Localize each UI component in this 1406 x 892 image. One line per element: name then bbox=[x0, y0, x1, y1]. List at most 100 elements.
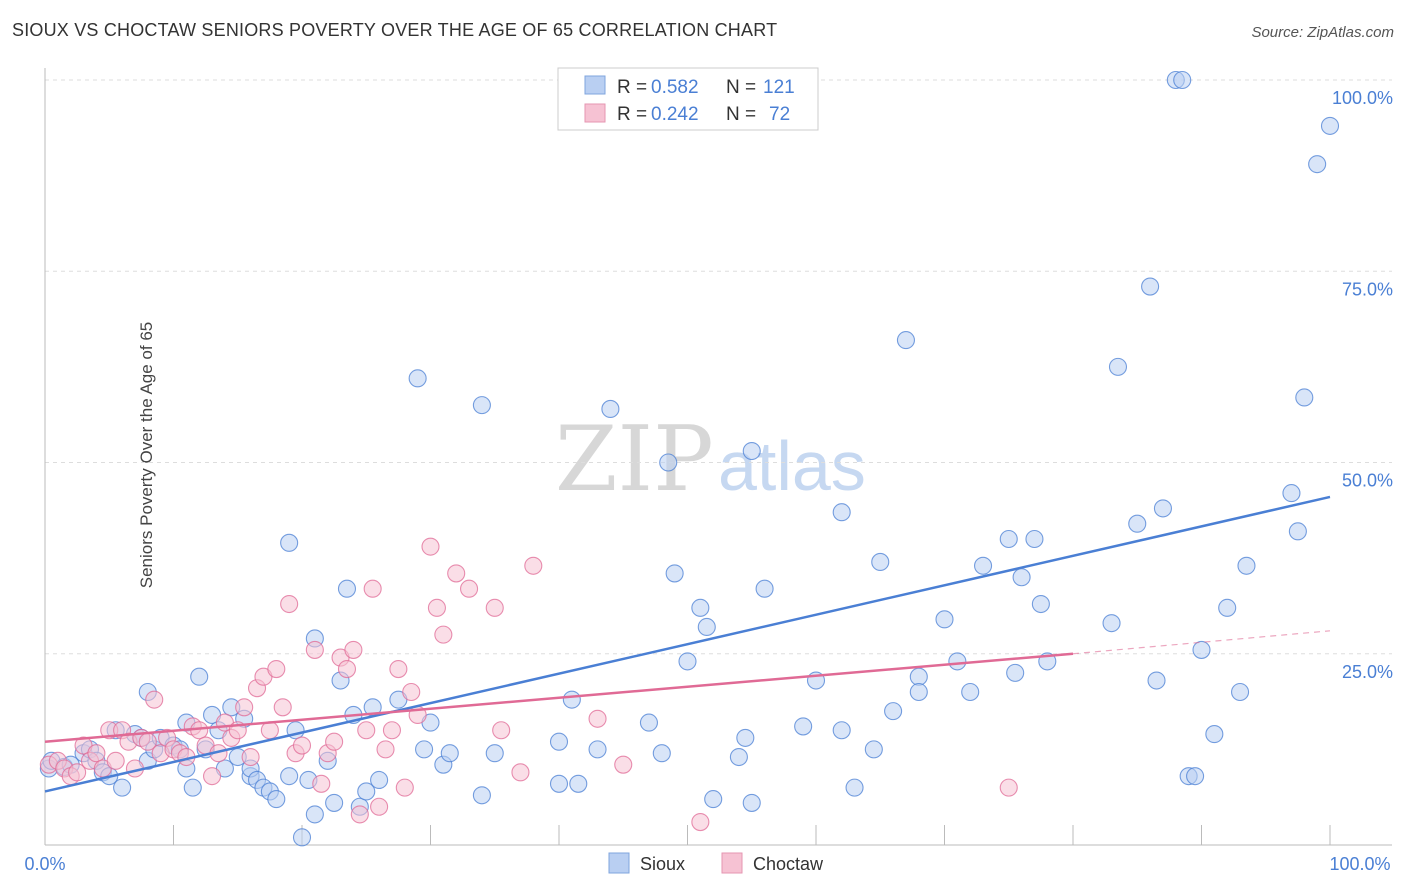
sioux-point-105 bbox=[1147, 671, 1166, 690]
sioux-point-10 bbox=[113, 778, 132, 797]
sioux-point-49 bbox=[357, 782, 376, 801]
sioux-point-77 bbox=[742, 793, 761, 812]
sioux-point-91 bbox=[935, 610, 954, 629]
sioux-point-98 bbox=[1025, 529, 1044, 549]
sioux-point-37 bbox=[280, 533, 299, 552]
sioux-point-57 bbox=[440, 744, 459, 763]
sioux-point-22 bbox=[190, 667, 209, 686]
choctaw-point-51 bbox=[376, 740, 395, 759]
sioux-point-66 bbox=[601, 399, 620, 419]
sioux-point-70 bbox=[665, 564, 684, 583]
bottom-legend-label-choctaw: Choctaw bbox=[753, 854, 824, 874]
legend-r-value-choctaw: 0.242 bbox=[651, 104, 699, 125]
choctaw-point-59 bbox=[434, 625, 453, 644]
sioux-point-21 bbox=[183, 778, 202, 797]
choctaw-point-69 bbox=[999, 778, 1018, 797]
sioux-point-118 bbox=[1295, 388, 1314, 407]
y-tick-label-1: 75.0% bbox=[1342, 279, 1393, 299]
sioux-point-67 bbox=[639, 713, 659, 732]
sioux-point-102 bbox=[1108, 357, 1128, 376]
choctaw-point-67 bbox=[614, 755, 633, 774]
choctaw-point-58 bbox=[427, 598, 446, 617]
sioux-point-65 bbox=[588, 740, 607, 759]
legend-r-label-sioux: R = bbox=[617, 77, 647, 98]
sioux-point-86 bbox=[871, 552, 890, 572]
choctaw-point-40 bbox=[305, 640, 324, 659]
sioux-point-83 bbox=[832, 503, 851, 522]
sioux-point-39 bbox=[292, 828, 312, 847]
choctaw-point-65 bbox=[524, 556, 543, 575]
sioux-point-60 bbox=[485, 744, 504, 763]
choctaw-point-7 bbox=[87, 744, 106, 763]
sioux-point-93 bbox=[961, 682, 980, 702]
choctaw-point-54 bbox=[395, 778, 414, 797]
sioux-point-113 bbox=[1218, 598, 1237, 617]
sioux-point-61 bbox=[549, 732, 569, 751]
choctaw-point-50 bbox=[370, 797, 389, 816]
legend-box: R = 0.582 N = 121 R = 0.242 N = 72 bbox=[557, 67, 819, 131]
choctaw-point-37 bbox=[280, 594, 299, 614]
choctaw-point-48 bbox=[357, 721, 376, 740]
choctaw-point-25 bbox=[203, 767, 222, 786]
choctaw-point-41 bbox=[312, 774, 331, 793]
bottom-legend-swatch-sioux bbox=[608, 852, 630, 874]
watermark-atlas: atlas bbox=[718, 427, 866, 505]
choctaw-point-55 bbox=[402, 682, 421, 702]
watermark-zip: ZIP bbox=[555, 407, 714, 512]
sioux-point-88 bbox=[896, 331, 916, 350]
grid bbox=[45, 79, 1392, 655]
sioux-trend-line bbox=[44, 495, 1331, 793]
sioux-point-62 bbox=[549, 774, 569, 793]
sioux-point-52 bbox=[408, 369, 427, 388]
choctaw-point-30 bbox=[235, 698, 254, 717]
sioux-point-84 bbox=[845, 778, 864, 797]
sioux-point-117 bbox=[1288, 522, 1307, 541]
sioux-point-63 bbox=[562, 690, 581, 709]
choctaw-point-35 bbox=[267, 659, 286, 679]
choctaw-point-39 bbox=[292, 736, 312, 755]
sioux-point-99 bbox=[1031, 594, 1050, 614]
bottom-legend: Sioux Choctaw bbox=[608, 852, 824, 874]
sioux-point-51 bbox=[370, 770, 389, 790]
sioux-point-115 bbox=[1237, 556, 1256, 575]
choctaw-point-31 bbox=[241, 747, 260, 767]
choctaw-point-60 bbox=[447, 564, 466, 583]
choctaw-point-47 bbox=[350, 805, 369, 824]
choctaw-point-46 bbox=[344, 640, 363, 659]
sioux-point-44 bbox=[325, 793, 344, 812]
legend-r-label-choctaw: R = bbox=[617, 104, 647, 125]
sioux-point-41 bbox=[305, 805, 324, 824]
points bbox=[39, 70, 1340, 847]
choctaw-point-45 bbox=[337, 659, 357, 679]
sioux-point-92 bbox=[948, 652, 967, 671]
sioux-point-75 bbox=[729, 747, 748, 767]
x-tick-label-1: 100.0% bbox=[1329, 854, 1390, 874]
legend-n-label-sioux: N = bbox=[726, 77, 756, 98]
sioux-point-73 bbox=[697, 617, 716, 637]
sioux-point-35 bbox=[267, 790, 286, 809]
sioux-point-85 bbox=[864, 740, 883, 759]
y-tick-label-0: 100.0% bbox=[1332, 88, 1393, 108]
choctaw-point-36 bbox=[273, 698, 292, 717]
sioux-point-58 bbox=[472, 396, 491, 415]
sioux-point-97 bbox=[1012, 568, 1031, 587]
sioux-point-46 bbox=[337, 579, 357, 598]
sioux-point-96 bbox=[1006, 663, 1025, 682]
choctaw-point-49 bbox=[363, 579, 382, 598]
sioux-point-104 bbox=[1141, 277, 1160, 296]
sioux-point-54 bbox=[415, 740, 434, 759]
sioux-point-72 bbox=[691, 598, 710, 617]
choctaw-point-57 bbox=[421, 537, 440, 556]
choctaw-point-52 bbox=[382, 721, 402, 740]
sioux-point-120 bbox=[1320, 116, 1340, 135]
choctaw-trend-line bbox=[44, 652, 1074, 743]
sioux-point-82 bbox=[832, 721, 851, 740]
sioux-point-69 bbox=[659, 453, 678, 472]
chart-title: SIOUX VS CHOCTAW SENIORS POVERTY OVER TH… bbox=[12, 20, 778, 40]
sioux-point-106 bbox=[1153, 499, 1172, 518]
choctaw-point-53 bbox=[389, 659, 408, 679]
sioux-point-64 bbox=[569, 774, 588, 793]
choctaw-point-64 bbox=[511, 763, 530, 782]
sioux-point-74 bbox=[704, 790, 723, 809]
choctaw-point-62 bbox=[485, 598, 504, 617]
